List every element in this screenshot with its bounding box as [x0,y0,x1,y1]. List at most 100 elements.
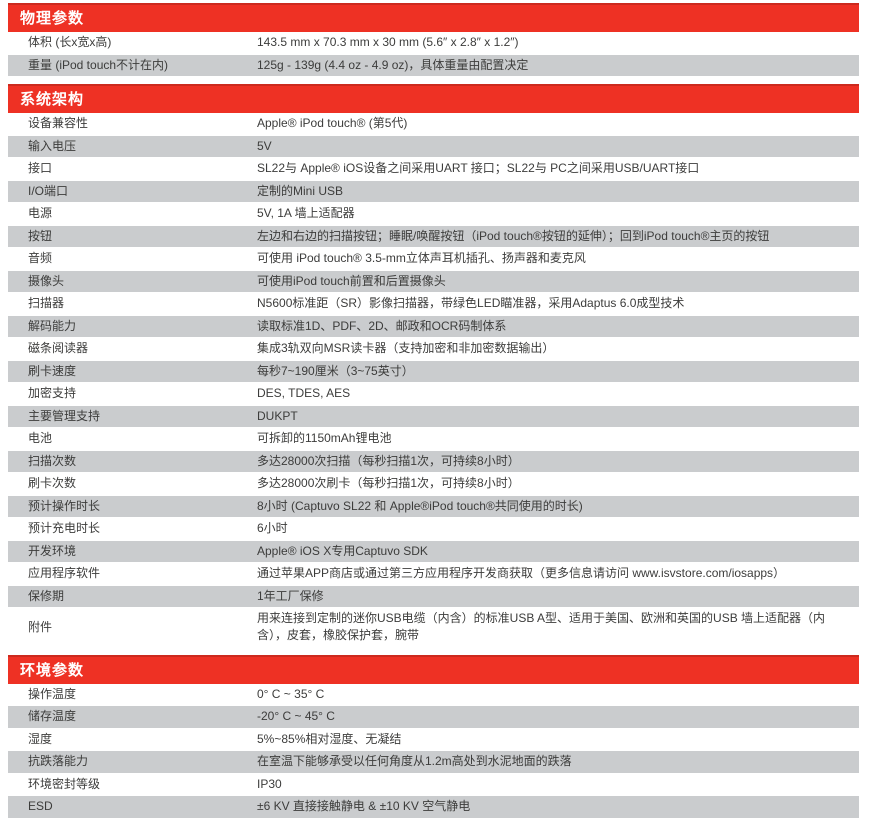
spec-row: 预计操作时长 8小时 (Captuvo SL22 和 Apple®iPod tou… [8,495,859,518]
spec-label: 主要管理支持 [28,408,101,423]
spec-value: 5V [257,138,272,153]
spec-row: 抗跌落能力 在室温下能够承受以任何角度从1.2m高处到水泥地面的跌落 [8,751,859,774]
spec-value: 在室温下能够承受以任何角度从1.2m高处到水泥地面的跌落 [257,754,572,769]
spec-label: 储存温度 [28,709,77,724]
spec-row: 按钮 左边和右边的扫描按钮；睡眠/唤醒按钮（iPod touch®按钮的延伸）；回… [8,225,859,248]
spec-row: 设备兼容性 Apple® iPod touch® (第5代) [8,113,859,136]
spec-value: 定制的Mini USB [257,183,344,198]
spec-label: 预计操作时长 [28,498,101,513]
spec-value: 可拆卸的1150mAh锂电池 [257,431,392,446]
spec-value: 读取标准1D、PDF、2D、邮政和OCR码制体系 [257,318,507,333]
spec-section: 环境参数 操作温度 0° C ~ 35° C 储存温度 -20° C ~ 45° C 湿… [8,654,859,819]
spec-row: 开发环境 Apple® iOS X专用Captuvo SDK [8,540,859,563]
spec-row: 扫描器 N5600标准距（SR）影像扫描器，带绿色LED瞄准器，采用Adaptus… [8,293,859,316]
spec-value: ±6 KV 直接接触静电 & ±10 KV 空气静电 [257,799,471,814]
spec-value: -20° C ~ 45° C [257,709,335,724]
spec-value: 125g - 139g (4.4 oz - 4.9 oz)，具体重量由配置决定 [257,57,529,72]
spec-row: 电池 可拆卸的1150mAh锂电池 [8,428,859,451]
section-rows: 体积 (长x宽x高) 143.5 mm x 70.3 mm x 30 mm (5.… [8,32,859,77]
section-rows: 设备兼容性 Apple® iPod touch® (第5代) 输入电压 5V 接口 SL2… [8,113,859,648]
spec-label: 磁条阅读器 [28,341,89,356]
spec-value: N5600标准距（SR）影像扫描器，带绿色LED瞄准器，采用Adaptus 6.… [257,296,685,311]
spec-row: 刷卡速度 每秒7~190厘米（3~75英寸） [8,360,859,383]
spec-value: 可使用 iPod touch® 3.5-mm立体声耳机插孔、扬声器和麦克风 [257,251,586,266]
spec-label: 附件 [28,619,53,634]
spec-value: 0° C ~ 35° C [257,686,325,701]
spec-label: 湿度 [28,731,53,746]
spec-label: ESD [28,799,53,814]
spec-row: 解码能力 读取标准1D、PDF、2D、邮政和OCR码制体系 [8,315,859,338]
spec-row: 湿度 5%~85%相对湿度、无凝结 [8,728,859,752]
spec-label: 扫描次数 [28,453,77,468]
spec-value: 6小时 [257,521,288,536]
spec-row: 刷卡次数 多达28000次刷卡（每秒扫描1次，可持续8小时） [8,473,859,496]
spec-row: 体积 (长x宽x高) 143.5 mm x 70.3 mm x 30 mm (5.… [8,32,859,55]
spec-label: 电源 [28,206,53,221]
spec-label: 抗跌落能力 [28,754,89,769]
spec-row: 输入电压 5V [8,135,859,158]
section-header: 系统架构 [8,84,859,113]
spec-value: Apple® iPod touch® (第5代) [257,116,408,131]
spec-value: 143.5 mm x 70.3 mm x 30 mm (5.6″ x 2.8″ … [257,35,519,50]
spec-row: 重量 (iPod touch不计在内) 125g - 139g (4.4 oz -… [8,54,859,77]
spec-label: 解码能力 [28,318,77,333]
spec-section: 系统架构 设备兼容性 Apple® iPod touch® (第5代) 输入电压 5V… [8,84,859,648]
spec-label: 摄像头 [28,273,65,288]
spec-value: 多达28000次扫描（每秒扫描1次，可持续8小时） [257,453,520,468]
spec-value: 5V, 1A 墙上适配器 [257,206,355,221]
spec-value: IP30 [257,776,282,791]
spec-label: 按钮 [28,228,53,243]
spec-label: 刷卡速度 [28,363,77,378]
spec-label: 扫描器 [28,296,65,311]
spec-label: 环境密封等级 [28,776,101,791]
section-rows: 操作温度 0° C ~ 35° C 储存温度 -20° C ~ 45° C 湿度 5%~8… [8,683,859,819]
spec-value: 5%~85%相对湿度、无凝结 [257,731,402,746]
spec-label: 接口 [28,161,53,176]
spec-row: 主要管理支持 DUKPT [8,405,859,428]
spec-row: 加密支持 DES, TDES, AES [8,383,859,406]
spec-row: 储存温度 -20° C ~ 45° C [8,706,859,729]
spec-value: 每秒7~190厘米（3~75英寸） [257,363,414,378]
spec-row: 预计充电时长 6小时 [8,518,859,541]
spec-row: 音频 可使用 iPod touch® 3.5-mm立体声耳机插孔、扬声器和麦克风 [8,248,859,271]
spec-row: I/O端口 定制的Mini USB [8,180,859,203]
spec-label: 应用程序软件 [28,566,101,581]
spec-row: 磁条阅读器 集成3轨双向MSR读卡器（支持加密和非加密数据输出） [8,338,859,361]
section-header: 物理参数 [8,3,859,32]
spec-row: 环境密封等级 IP30 [8,773,859,797]
spec-table: 物理参数 体积 (长x宽x高) 143.5 mm x 70.3 mm x 30 m… [8,3,859,819]
spec-row: 附件 用来连接到定制的迷你USB电缆（内含）的标准USB A型、适用于美国、欧洲和… [8,608,859,648]
spec-row: 电源 5V, 1A 墙上适配器 [8,203,859,226]
spec-label: 电池 [28,431,53,446]
section-header: 环境参数 [8,654,859,684]
spec-value: 通过苹果APP商店或通过第三方应用程序开发商获取（更多信息请访问 www.isv… [257,566,786,581]
spec-label: 操作温度 [28,686,77,701]
spec-label: 体积 (长x宽x高) [28,35,112,50]
spec-row: 扫描次数 多达28000次扫描（每秒扫描1次，可持续8小时） [8,450,859,473]
spec-label: 加密支持 [28,386,77,401]
spec-value: Apple® iOS X专用Captuvo SDK [257,543,428,558]
spec-label: 开发环境 [28,543,77,558]
spec-value: DUKPT [257,408,298,423]
spec-label: 保修期 [28,588,65,603]
spec-label: 音频 [28,251,53,266]
spec-label: 重量 (iPod touch不计在内) [28,57,169,72]
spec-value: 1年工厂保修 [257,588,324,603]
spec-row: 操作温度 0° C ~ 35° C [8,683,859,707]
spec-row: 应用程序软件 通过苹果APP商店或通过第三方应用程序开发商获取（更多信息请访问 w… [8,563,859,586]
spec-row: 接口 SL22与 Apple® iOS设备之间采用UART 接口；SL22与 PC… [8,158,859,181]
spec-label: 输入电压 [28,138,77,153]
spec-value: 可使用iPod touch前置和后置摄像头 [257,273,446,288]
spec-label: 刷卡次数 [28,476,77,491]
spec-value: 多达28000次刷卡（每秒扫描1次，可持续8小时） [257,476,520,491]
spec-label: 预计充电时长 [28,521,101,536]
spec-label: I/O端口 [28,183,69,198]
spec-section: 物理参数 体积 (长x宽x高) 143.5 mm x 70.3 mm x 30 m… [8,3,859,77]
spec-value: 用来连接到定制的迷你USB电缆（内含）的标准USB A型、适用于美国、欧洲和英国… [257,611,826,643]
spec-value: 集成3轨双向MSR读卡器（支持加密和非加密数据输出） [257,341,555,356]
spec-value: SL22与 Apple® iOS设备之间采用UART 接口；SL22与 PC之间… [257,161,700,176]
spec-row: 保修期 1年工厂保修 [8,585,859,608]
spec-value: 左边和右边的扫描按钮；睡眠/唤醒按钮（iPod touch®按钮的延伸）；回到i… [257,228,770,243]
spec-row: 摄像头 可使用iPod touch前置和后置摄像头 [8,270,859,293]
spec-row: ESD ±6 KV 直接接触静电 & ±10 KV 空气静电 [8,796,859,819]
